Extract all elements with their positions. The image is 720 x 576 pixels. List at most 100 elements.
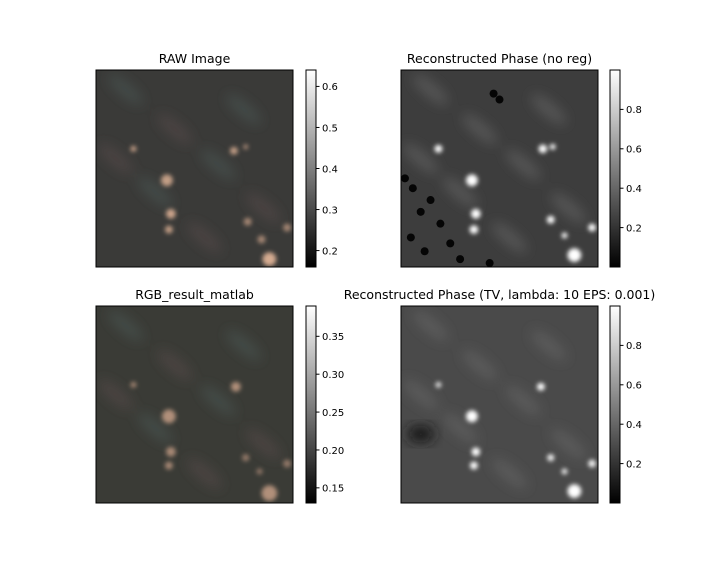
colorbar-tick-label: 0.4 bbox=[626, 420, 642, 431]
bright-spot bbox=[538, 144, 548, 154]
bright-spot bbox=[161, 174, 173, 187]
colorbar-tick-label: 0.4 bbox=[626, 184, 642, 195]
bright-spot bbox=[549, 143, 556, 150]
bright-spot bbox=[164, 461, 173, 470]
chart-title: Reconstructed Phase (TV, lambda: 10 EPS:… bbox=[344, 287, 656, 302]
texture-streak bbox=[226, 330, 262, 361]
texture-streaks bbox=[98, 310, 281, 489]
colorbar-gradient bbox=[305, 69, 317, 268]
bright-spot bbox=[466, 174, 478, 187]
bright-spot bbox=[470, 208, 481, 219]
bright-spot bbox=[567, 484, 582, 499]
bright-spot bbox=[469, 225, 479, 234]
texture-streak bbox=[98, 379, 134, 410]
texture-streak bbox=[200, 149, 236, 180]
artifact-spot bbox=[485, 259, 494, 267]
bright-spot bbox=[256, 468, 263, 475]
artifact-spot bbox=[456, 255, 465, 264]
bright-spot bbox=[230, 381, 241, 392]
bright-spot bbox=[561, 232, 568, 239]
heatmap-image bbox=[401, 306, 598, 503]
chart-panel-1: RAW Image 0.2 0.3 0.4 0.5 0.6 bbox=[95, 51, 338, 268]
texture-streak bbox=[226, 94, 262, 125]
bright-spot bbox=[243, 144, 249, 150]
artifact-spot bbox=[436, 219, 445, 228]
colorbar-tick-label: 0.20 bbox=[322, 446, 344, 457]
colorbar: 0.2 0.4 0.6 0.8 bbox=[609, 69, 642, 268]
image-frame bbox=[95, 305, 294, 504]
texture-streak bbox=[531, 330, 567, 361]
bright-spot bbox=[561, 468, 568, 475]
texture-streak bbox=[462, 113, 498, 145]
heatmap-image bbox=[96, 70, 293, 267]
texture-streak bbox=[413, 310, 448, 341]
texture-streak bbox=[108, 74, 143, 105]
image-frame bbox=[95, 69, 294, 268]
spot-layer bbox=[435, 381, 597, 499]
artifact-spot bbox=[426, 196, 435, 205]
texture-streaks bbox=[403, 74, 586, 253]
colorbar: 0.2 0.3 0.4 0.5 0.6 bbox=[305, 69, 338, 268]
bright-spot bbox=[165, 208, 176, 219]
colorbar-gradient bbox=[609, 305, 621, 504]
bright-spot bbox=[130, 145, 137, 152]
texture-streak bbox=[442, 177, 478, 208]
texture-streak bbox=[200, 385, 236, 416]
texture-streak bbox=[137, 177, 173, 208]
colorbar-tick-label: 0.8 bbox=[626, 341, 642, 352]
colorbar-tick-label: 0.4 bbox=[322, 164, 338, 175]
texture-streak bbox=[157, 113, 193, 145]
bright-spot bbox=[243, 217, 252, 226]
texture-streak bbox=[186, 222, 222, 253]
texture-streak bbox=[403, 379, 439, 410]
spot-layer bbox=[434, 143, 597, 263]
bright-spot bbox=[546, 215, 555, 224]
spot-layer bbox=[130, 144, 292, 267]
colorbar-tick-label: 0.25 bbox=[322, 408, 344, 419]
texture-streak bbox=[551, 428, 586, 460]
colorbar-tick-label: 0.6 bbox=[626, 145, 642, 156]
bright-spot bbox=[130, 381, 137, 388]
bright-spot bbox=[257, 235, 266, 244]
texture-streak bbox=[505, 385, 541, 416]
texture-streak bbox=[403, 143, 439, 174]
bright-spot bbox=[262, 252, 277, 267]
chart-panel-2: Reconstructed Phase (no reg) 0.2 0.4 0.6 0.8 bbox=[400, 51, 642, 268]
colorbar-tick-label: 0.6 bbox=[322, 82, 338, 93]
bright-spot bbox=[469, 461, 478, 470]
artifact-spot bbox=[420, 247, 429, 256]
image-frame bbox=[400, 69, 599, 268]
colorbar-tick-label: 0.30 bbox=[322, 370, 344, 381]
texture-streak bbox=[491, 458, 527, 489]
bright-spot bbox=[466, 410, 478, 423]
chart-title: RGB_result_matlab bbox=[135, 287, 254, 302]
colorbar-tick-label: 0.15 bbox=[322, 484, 344, 495]
texture-streak bbox=[157, 349, 193, 381]
colorbar-tick-label: 0.2 bbox=[322, 246, 338, 257]
bright-spot bbox=[283, 459, 292, 468]
artifact-spot bbox=[495, 95, 504, 104]
texture-streak bbox=[491, 222, 527, 253]
bright-spot bbox=[435, 381, 442, 388]
bright-spot bbox=[261, 485, 278, 502]
artifact-spot bbox=[406, 233, 415, 242]
bright-spot bbox=[588, 223, 597, 232]
colorbar-gradient bbox=[609, 69, 621, 268]
bright-spot bbox=[161, 409, 176, 424]
texture-streak bbox=[462, 349, 498, 381]
colorbar: 0.2 0.4 0.6 0.8 bbox=[609, 305, 642, 504]
texture-streak bbox=[98, 143, 134, 174]
image-frame bbox=[400, 305, 599, 504]
colorbar-tick-label: 0.2 bbox=[626, 459, 642, 470]
texture-streak bbox=[246, 192, 281, 224]
texture-streaks bbox=[98, 74, 281, 253]
colorbar-tick-label: 0.35 bbox=[322, 332, 344, 343]
bright-spot bbox=[283, 223, 292, 232]
colorbar-gradient bbox=[305, 305, 317, 504]
texture-streak bbox=[186, 458, 222, 489]
artifact-spot bbox=[401, 174, 409, 183]
artifact-spot bbox=[489, 89, 498, 98]
artifact-spot bbox=[416, 207, 425, 216]
heatmap-image bbox=[96, 306, 293, 503]
